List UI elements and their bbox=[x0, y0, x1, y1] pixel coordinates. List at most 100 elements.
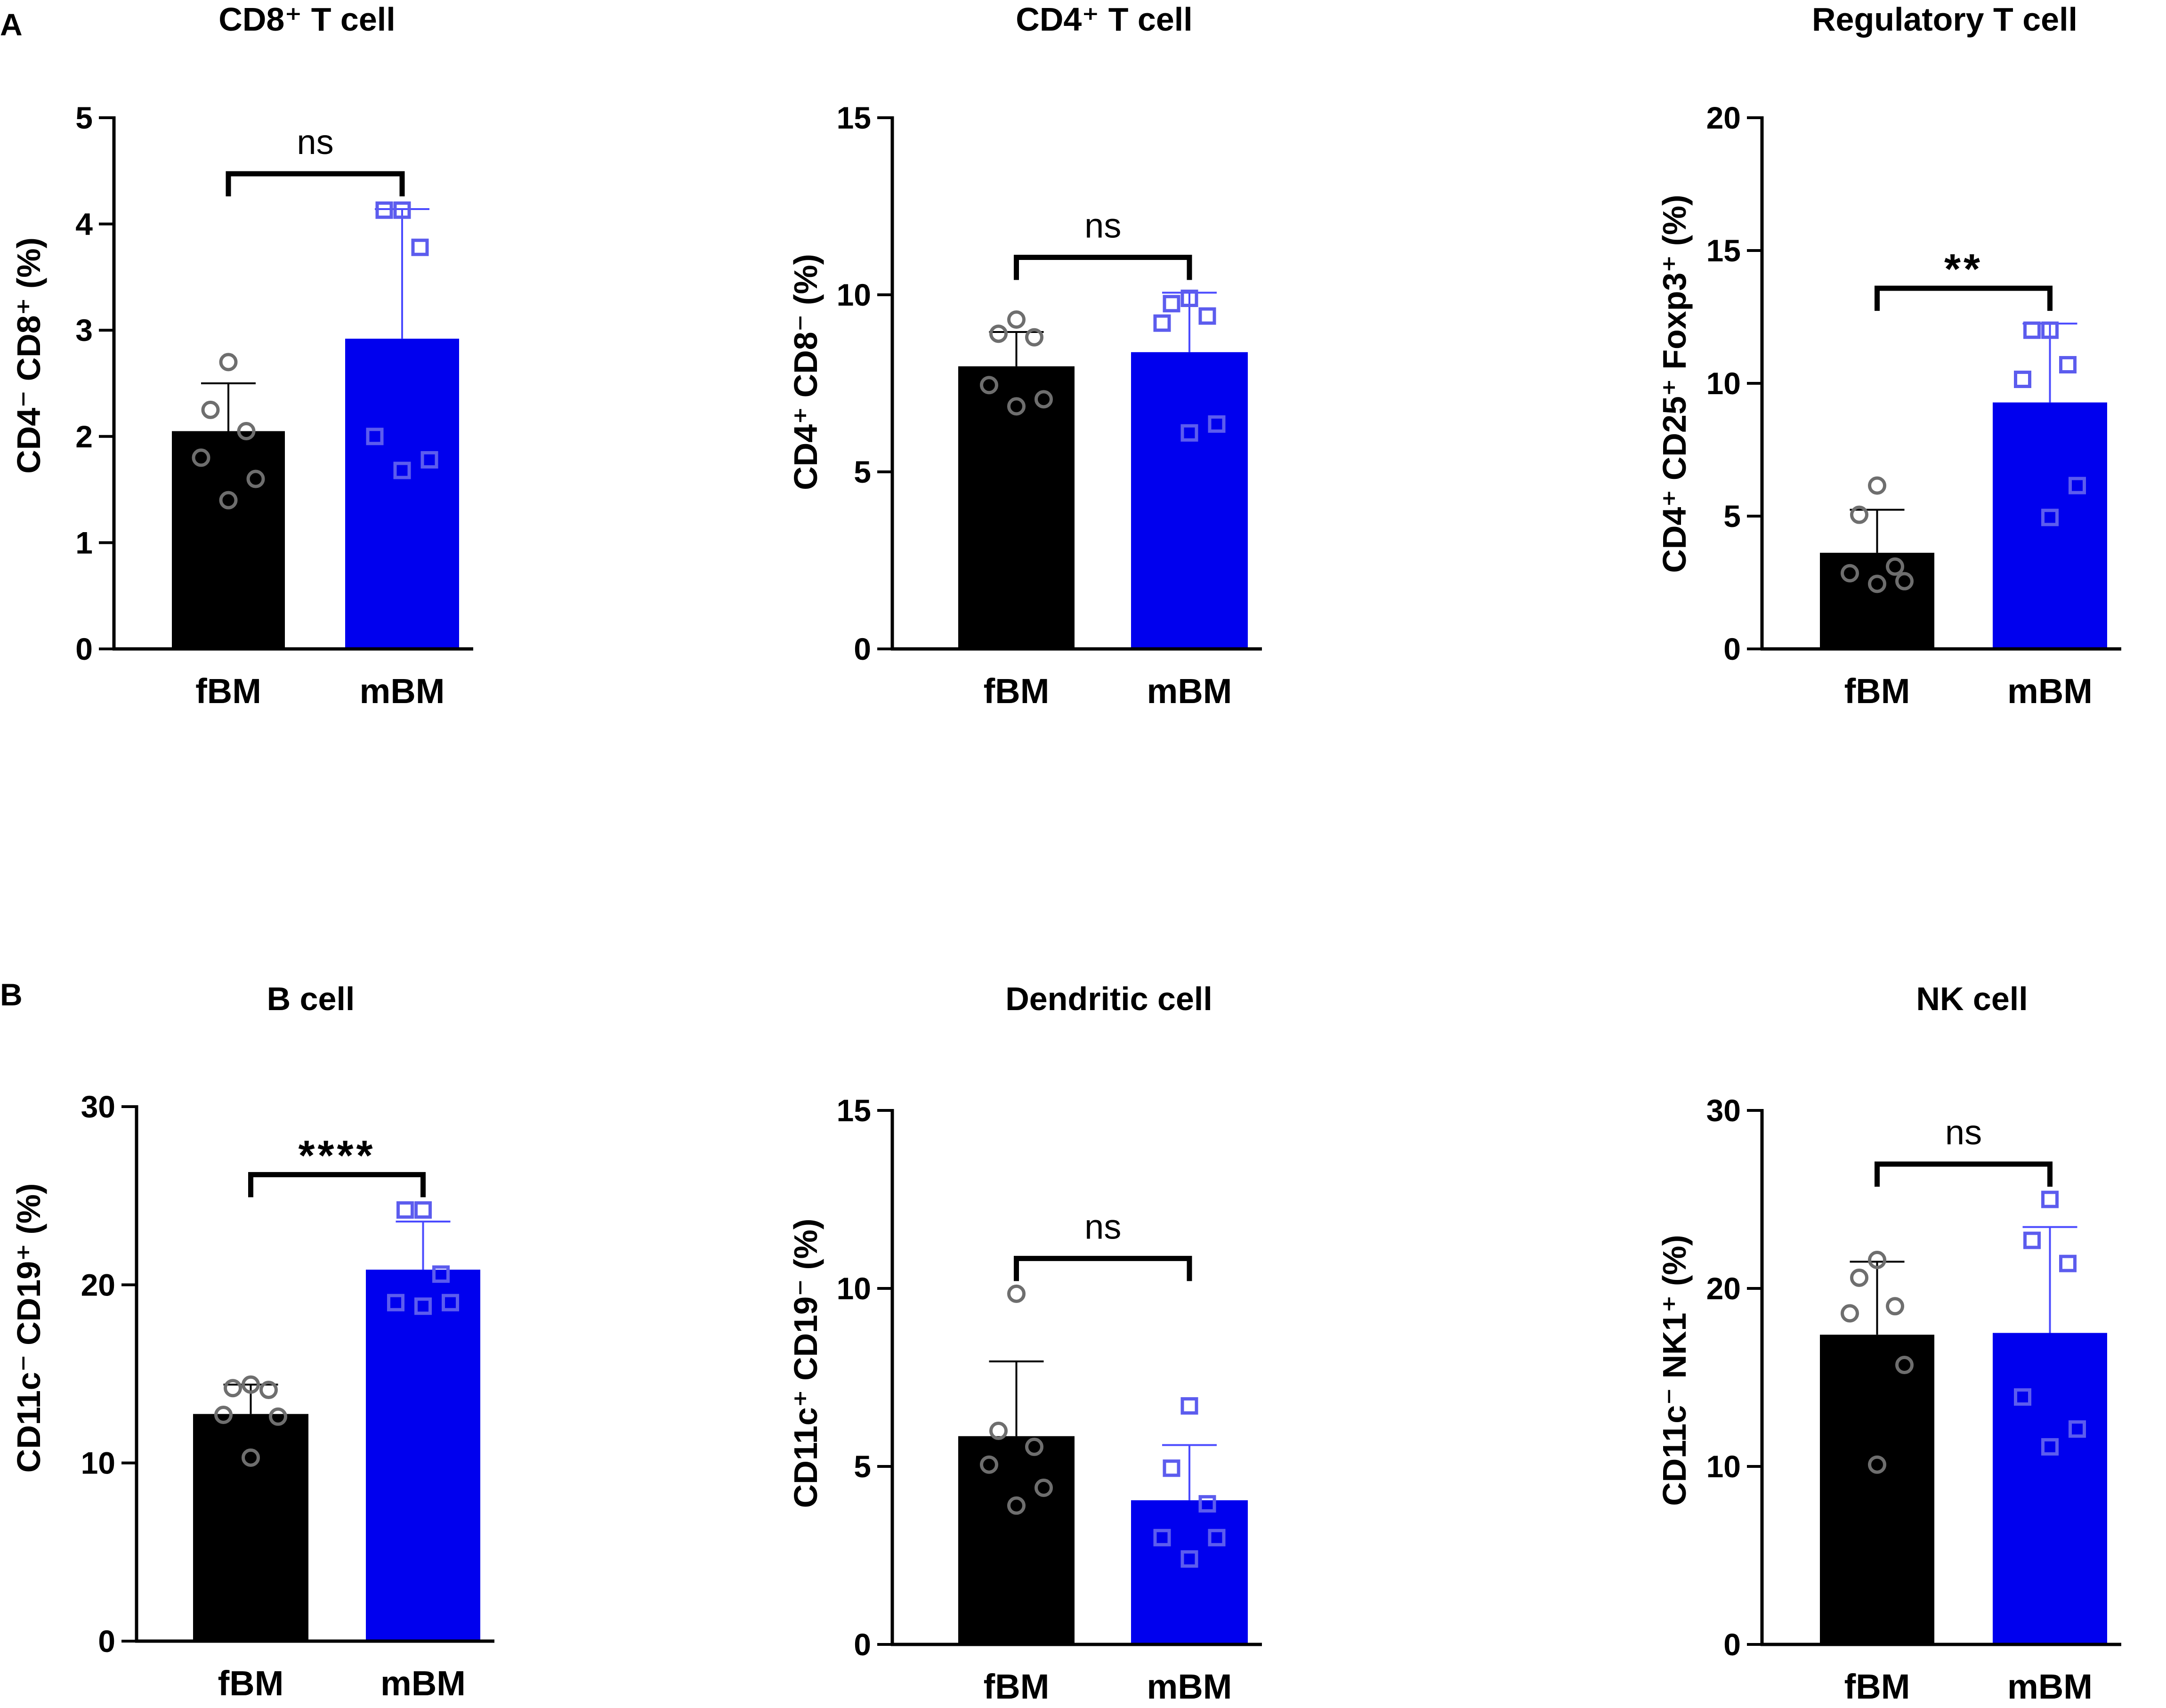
data-point-mbm bbox=[2041, 1190, 2059, 1208]
y-axis-label: CD11c⁻ NK1⁺ (%) bbox=[1656, 1235, 1693, 1506]
data-point-fbm bbox=[1868, 476, 1886, 495]
y-tick-label: 20 bbox=[1706, 1271, 1741, 1306]
y-axis-label-part: CD11c bbox=[1656, 1405, 1693, 1506]
chart-6: NK cell CD11c⁻ NK1⁺ (%) fBM mBM 0 10 20 30 ns bbox=[1656, 980, 2121, 1706]
category-label-fBM: fBM bbox=[1844, 672, 1910, 711]
y-axis-label-part: ⁺ bbox=[1656, 1295, 1693, 1312]
data-point-fbm bbox=[246, 469, 265, 488]
chart-title: B cell bbox=[267, 980, 355, 1017]
data-point-mbm bbox=[393, 201, 411, 219]
chart-2: CD4⁺ T cell CD4⁺ CD8⁻ (%) fBM mBM 0 5 10 15 ns bbox=[787, 1, 1262, 711]
data-point-fbm bbox=[214, 1406, 233, 1425]
y-axis-label-part: ⁺ bbox=[10, 1244, 47, 1261]
y-axis-label-part: ⁻ bbox=[10, 1354, 47, 1372]
data-point-mbm bbox=[2041, 1438, 2059, 1456]
chart-title: CD8⁺ T cell bbox=[218, 1, 395, 38]
y-tick-label: 0 bbox=[1723, 631, 1741, 666]
data-point-fbm bbox=[237, 422, 256, 441]
chart-title: Dendritic cell bbox=[1005, 980, 1212, 1017]
data-point-fbm bbox=[1868, 1251, 1886, 1270]
data-point-fbm bbox=[980, 1455, 998, 1474]
data-point-mbm bbox=[1208, 415, 1226, 433]
bar-fBM bbox=[172, 431, 285, 649]
y-axis-label-part: ⁺ bbox=[1656, 379, 1693, 396]
data-point-fbm bbox=[1025, 328, 1043, 347]
y-axis-label: CD4⁺ CD8⁻ (%) bbox=[787, 254, 824, 490]
y-axis-label-part: ⁺ bbox=[787, 1390, 824, 1407]
data-point-fbm bbox=[259, 1381, 278, 1400]
y-tick-label: 15 bbox=[1706, 233, 1741, 268]
data-point-mbm bbox=[2069, 1420, 2086, 1438]
y-tick-label: 15 bbox=[837, 1093, 871, 1128]
category-label-fBM: fBM bbox=[218, 1664, 284, 1703]
y-tick-label: 3 bbox=[75, 313, 93, 348]
data-point-fbm bbox=[1868, 575, 1886, 593]
data-point-fbm bbox=[201, 400, 220, 419]
y-axis-label-part: (%) bbox=[1656, 194, 1693, 255]
data-point-fbm bbox=[1841, 564, 1859, 583]
y-tick-label: 10 bbox=[1706, 366, 1741, 401]
data-point-mbm bbox=[420, 451, 438, 469]
y-axis-label-part: CD4 bbox=[10, 408, 47, 474]
data-point-mbm bbox=[375, 201, 393, 219]
data-point-fbm bbox=[192, 448, 210, 467]
data-point-fbm bbox=[242, 1375, 260, 1394]
y-axis-label-part: (%) bbox=[1656, 1235, 1693, 1295]
data-point-mbm bbox=[442, 1294, 459, 1311]
data-point-mbm bbox=[2023, 1231, 2041, 1249]
y-axis-label-part: CD25 bbox=[1656, 396, 1693, 489]
chart-title: NK cell bbox=[1916, 980, 2028, 1017]
y-tick-label: 0 bbox=[854, 631, 871, 666]
significance-label: ** bbox=[1944, 246, 1983, 293]
y-tick-label: 10 bbox=[81, 1446, 115, 1481]
data-point-mbm bbox=[1180, 424, 1198, 442]
data-point-mbm bbox=[2059, 356, 2077, 374]
data-point-fbm bbox=[1895, 1356, 1914, 1375]
data-point-mbm bbox=[1180, 290, 1198, 308]
bar-fBM bbox=[1820, 1335, 1934, 1644]
y-tick-label: 5 bbox=[854, 1449, 871, 1484]
category-label-mBM: mBM bbox=[1147, 1667, 1232, 1706]
category-label-mBM: mBM bbox=[360, 672, 445, 711]
y-axis-label: CD11c⁺ CD19⁻ (%) bbox=[787, 1219, 824, 1508]
y-tick-label: 0 bbox=[854, 1627, 871, 1662]
bar-mBM bbox=[1131, 352, 1248, 649]
panel-label-b: B bbox=[0, 977, 23, 1012]
data-point-mbm bbox=[432, 1265, 450, 1283]
y-axis-label-part: (%) bbox=[787, 254, 824, 314]
y-tick-label: 5 bbox=[854, 454, 871, 489]
y-axis-label-part: CD11c bbox=[10, 1372, 47, 1473]
y-axis-label-part: CD19 bbox=[787, 1296, 824, 1390]
data-point-mbm bbox=[1180, 1550, 1198, 1568]
data-point-mbm bbox=[1153, 314, 1171, 332]
significance-bracket bbox=[226, 171, 405, 197]
chart-4: B cell CD11c⁻ CD19⁺ (%) fBM mBM 0 10 20 30 **** bbox=[10, 980, 494, 1703]
y-axis-label-part: CD19 bbox=[10, 1261, 47, 1354]
data-point-mbm bbox=[1163, 1459, 1180, 1477]
y-axis-label-part: ⁻ bbox=[787, 1279, 824, 1296]
data-point-fbm bbox=[1868, 1455, 1886, 1474]
panel-label-a: A bbox=[0, 7, 23, 42]
y-tick-label: 4 bbox=[75, 207, 93, 242]
y-tick-label: 0 bbox=[98, 1624, 115, 1659]
data-point-fbm bbox=[1035, 390, 1053, 409]
chart-title: Regulatory T cell bbox=[1812, 1, 2077, 38]
data-point-mbm bbox=[411, 238, 429, 256]
category-label-fBM: fBM bbox=[984, 672, 1050, 711]
bar-mBM bbox=[345, 339, 459, 649]
data-point-fbm bbox=[1886, 1297, 1904, 1316]
data-point-mbm bbox=[387, 1294, 404, 1311]
y-axis-label-part: CD11c bbox=[787, 1407, 824, 1508]
data-point-fbm bbox=[224, 1379, 242, 1398]
y-axis-label-part: ⁻ bbox=[10, 390, 47, 408]
y-axis-label-part: ⁻ bbox=[1656, 1388, 1693, 1405]
data-point-mbm bbox=[1208, 1529, 1226, 1546]
category-label-mBM: mBM bbox=[2007, 1667, 2093, 1706]
y-tick-label: 20 bbox=[1706, 100, 1741, 135]
y-tick-label: 0 bbox=[1723, 1627, 1741, 1662]
category-label-fBM: fBM bbox=[1844, 1667, 1910, 1706]
data-point-fbm bbox=[1886, 557, 1904, 576]
chart-5: Dendritic cell CD11c⁺ CD19⁻ (%) fBM mBM 0 5 10… bbox=[787, 980, 1262, 1706]
chart-1: CD8⁺ T cell CD4⁻ CD8⁺ (%) fBM mBM 0 1 2 3 4 5 ns bbox=[10, 1, 473, 711]
